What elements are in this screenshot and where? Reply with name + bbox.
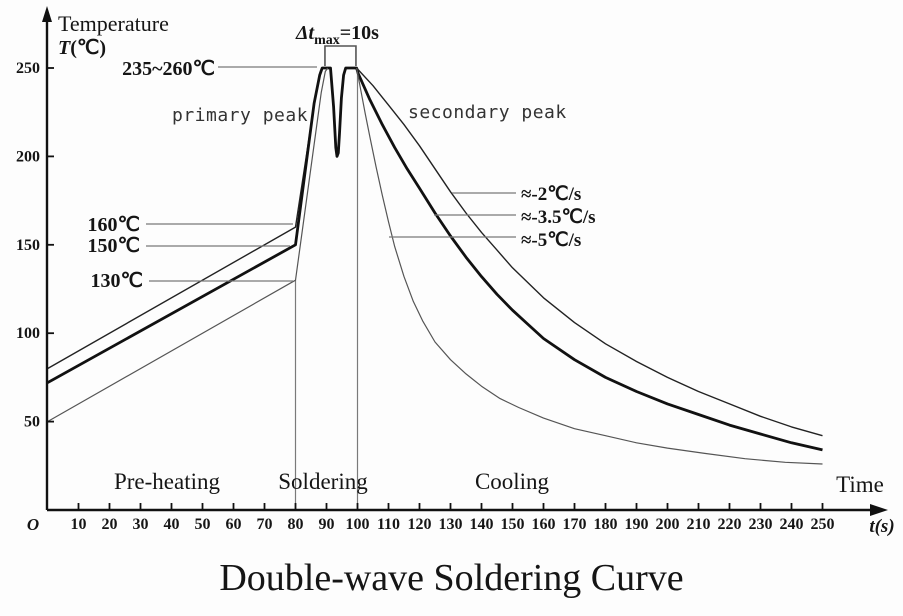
x-tick-label: 110 bbox=[377, 516, 400, 533]
cooling-rate-2-label: ≈-2℃/s bbox=[521, 184, 581, 205]
chart-canvas: 10 20 30 40 50 60 70 80 90 100 110 120 130 140 150 160 1… bbox=[16, 6, 895, 537]
x-tick-label: 70 bbox=[257, 516, 273, 533]
x-tick-label: 120 bbox=[408, 516, 432, 533]
x-tick-label: 20 bbox=[102, 516, 118, 533]
y-axis-title: Temperature bbox=[58, 11, 169, 36]
primary-peak-label: primary peak bbox=[172, 105, 308, 126]
x-tick-label: 180 bbox=[594, 516, 618, 533]
y-tick-label: 50 bbox=[24, 414, 40, 431]
x-tick-label: 130 bbox=[439, 516, 463, 533]
origin-label: O bbox=[27, 515, 39, 534]
x-tick-label: 170 bbox=[563, 516, 587, 533]
x-tick-label: 10 bbox=[71, 516, 87, 533]
x-axis-arrow-icon bbox=[870, 504, 888, 516]
x-tick-label: 90 bbox=[319, 516, 335, 533]
x-tick-label: 140 bbox=[470, 516, 494, 533]
x-axis-unit: t(s) bbox=[869, 516, 894, 537]
x-tick-label: 80 bbox=[288, 516, 304, 533]
tick-layer: 10 20 30 40 50 60 70 80 90 100 110 120 130 140 150 160 1… bbox=[16, 60, 835, 533]
peak-gap-label: Δtmax=10s bbox=[295, 22, 379, 48]
phase-boundary-layer bbox=[294, 68, 359, 510]
preheat-temp-150-label: 150℃ bbox=[88, 235, 140, 257]
y-axis-unit: T(℃) bbox=[58, 37, 106, 59]
preheat-temp-130-label: 130℃ bbox=[91, 270, 143, 292]
curve-main-profile-150C-double-peak-cool-3.5C-per-s bbox=[46, 66, 823, 452]
peak-range-label: 235~260℃ bbox=[122, 58, 215, 80]
preheat-temp-160-label: 160℃ bbox=[88, 214, 140, 236]
peak-gap-bracket bbox=[324, 45, 357, 66]
x-tick-label: 60 bbox=[226, 516, 242, 533]
x-tick-label: 150 bbox=[501, 516, 525, 533]
peak-gap-bracket-layer bbox=[324, 45, 357, 66]
x-tick-label: 100 bbox=[346, 516, 370, 533]
cooling-rate-3.5-label: ≈-3.5℃/s bbox=[521, 207, 596, 228]
curve-cooling-2C-per-s bbox=[356, 67, 823, 437]
y-tick-label: 200 bbox=[16, 148, 40, 165]
x-tick-label: 220 bbox=[718, 516, 742, 533]
cooling-rate-5-label: ≈-5℃/s bbox=[521, 230, 581, 251]
x-tick-label: 30 bbox=[133, 516, 149, 533]
curve-cooling-5C-per-s bbox=[356, 67, 823, 465]
x-tick-label: 210 bbox=[687, 516, 711, 533]
x-tick-label: 160 bbox=[532, 516, 556, 533]
x-tick-label: 250 bbox=[811, 516, 835, 533]
curve-layer bbox=[46, 66, 823, 465]
x-tick-label: 50 bbox=[195, 516, 211, 533]
y-axis-arrow-icon bbox=[42, 6, 52, 22]
y-tick-label: 150 bbox=[16, 237, 40, 254]
x-tick-label: 230 bbox=[749, 516, 773, 533]
x-tick-label: 40 bbox=[164, 516, 180, 533]
y-tick-label: 250 bbox=[16, 60, 40, 77]
curve-preheat-to-130C bbox=[47, 67, 329, 423]
x-axis-caption: Time bbox=[836, 472, 884, 497]
x-tick-label: 190 bbox=[625, 516, 649, 533]
x-tick-label: 240 bbox=[780, 516, 804, 533]
secondary-peak-label: secondary peak bbox=[408, 102, 567, 123]
x-tick-label: 200 bbox=[656, 516, 680, 533]
phase-preheating-label: Pre-heating bbox=[114, 469, 221, 494]
phase-soldering-label: Soldering bbox=[278, 469, 368, 494]
phase-cooling-label: Cooling bbox=[475, 469, 550, 494]
chart-title: Double-wave Soldering Curve bbox=[219, 557, 684, 599]
y-tick-label: 100 bbox=[16, 325, 40, 342]
